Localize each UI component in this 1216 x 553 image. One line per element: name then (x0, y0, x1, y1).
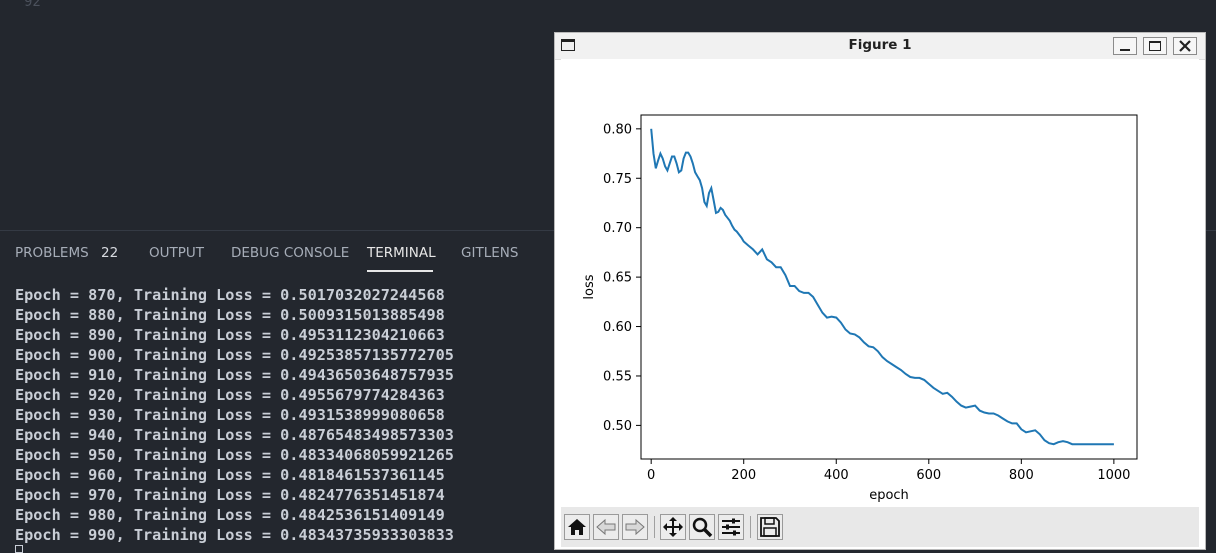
tab-problems[interactable]: PROBLEMS (15, 245, 89, 261)
back-arrow-icon (596, 518, 616, 536)
y-axis-label: loss (582, 274, 597, 299)
home-button[interactable] (564, 514, 590, 540)
terminal-line: Epoch = 910, Training Loss = 0.494365036… (15, 366, 454, 384)
terminal-line: Epoch = 930, Training Loss = 0.493153899… (15, 406, 445, 424)
tab-debug-console[interactable]: DEBUG CONSOLE (231, 245, 350, 261)
configure-subplots-icon (722, 518, 740, 536)
terminal-line: Epoch = 870, Training Loss = 0.501703202… (15, 286, 445, 304)
maximize-icon (1149, 41, 1161, 51)
terminal-output[interactable]: Epoch = 870, Training Loss = 0.501703202… (15, 285, 575, 545)
terminal-line: Epoch = 890, Training Loss = 0.495311230… (15, 326, 445, 344)
plot-canvas[interactable]: 0 200 400 600 800 1000 0.50 0.55 0.60 0.65 0.70 0.7… (561, 59, 1199, 507)
terminal-line: Epoch = 980, Training Loss = 0.484253615… (15, 506, 445, 524)
forward-arrow-icon (625, 518, 645, 536)
y-tick-label: 0.80 (603, 122, 632, 137)
back-button[interactable] (593, 514, 619, 540)
home-icon (568, 519, 586, 535)
close-icon (1179, 40, 1191, 52)
pan-icon (663, 517, 683, 537)
x-tick-label: 200 (731, 468, 756, 483)
terminal-line: Epoch = 990, Training Loss = 0.483437359… (15, 526, 454, 544)
window-icon (561, 39, 575, 51)
zoom-icon (692, 517, 713, 538)
zoom-button[interactable] (689, 514, 715, 540)
y-tick-label: 0.75 (603, 172, 632, 187)
tab-gitlens[interactable]: GITLENS (461, 245, 519, 261)
y-tick-label: 0.55 (603, 369, 632, 384)
forward-button[interactable] (622, 514, 648, 540)
panel-tabs: PROBLEMS 22 OUTPUT DEBUG CONSOLE TERMINA… (0, 231, 1216, 272)
loss-series-line (650, 128, 1114, 446)
save-icon (760, 517, 780, 537)
toolbar-separator (750, 516, 751, 538)
y-tick-label: 0.50 (603, 419, 632, 434)
x-tick-label: 0 (647, 468, 655, 483)
axes-frame (640, 114, 1138, 460)
pan-button[interactable] (660, 514, 686, 540)
tab-terminal[interactable]: TERMINAL (367, 245, 436, 261)
y-tick-label: 0.65 (603, 271, 632, 286)
toolbar-separator (654, 516, 655, 538)
x-tick-label: 400 (824, 468, 849, 483)
x-tick-label: 1000 (1097, 468, 1130, 483)
figure-window: Figure 1 0 200 400 600 800 1000 0.50 0.55 0.60 0.… (554, 32, 1206, 550)
terminal-line: Epoch = 950, Training Loss = 0.483340680… (15, 446, 454, 464)
window-title: Figure 1 (848, 37, 912, 53)
terminal-line: Epoch = 970, Training Loss = 0.482477635… (15, 486, 445, 504)
configure-subplots-button[interactable] (718, 514, 744, 540)
active-tab-indicator (367, 270, 433, 272)
figure-toolbar (561, 507, 1199, 547)
x-tick-label: 800 (1009, 468, 1034, 483)
window-titlebar[interactable]: Figure 1 (555, 33, 1205, 60)
terminal-line: Epoch = 960, Training Loss = 0.481846153… (15, 466, 445, 484)
close-button[interactable] (1173, 37, 1197, 55)
x-axis-label: epoch (869, 488, 909, 503)
loss-chart: 0 200 400 600 800 1000 0.50 0.55 0.60 0.65 0.70 0.7… (582, 114, 1138, 503)
maximize-button[interactable] (1143, 37, 1167, 55)
terminal-line: Epoch = 880, Training Loss = 0.500931501… (15, 306, 445, 324)
save-button[interactable] (757, 514, 783, 540)
y-tick-label: 0.60 (603, 320, 632, 335)
terminal-line: Epoch = 940, Training Loss = 0.487654834… (15, 426, 454, 444)
minimize-button[interactable] (1113, 37, 1137, 55)
tab-output[interactable]: OUTPUT (149, 245, 205, 261)
line-number: 92 (24, 0, 41, 10)
terminal-line: Epoch = 900, Training Loss = 0.492538571… (15, 346, 454, 364)
problems-count-badge: 22 (101, 245, 119, 261)
y-tick-label: 0.70 (603, 221, 632, 236)
minimize-icon (1120, 49, 1130, 51)
terminal-line: Epoch = 920, Training Loss = 0.495567977… (15, 386, 445, 404)
x-tick-label: 600 (916, 468, 941, 483)
